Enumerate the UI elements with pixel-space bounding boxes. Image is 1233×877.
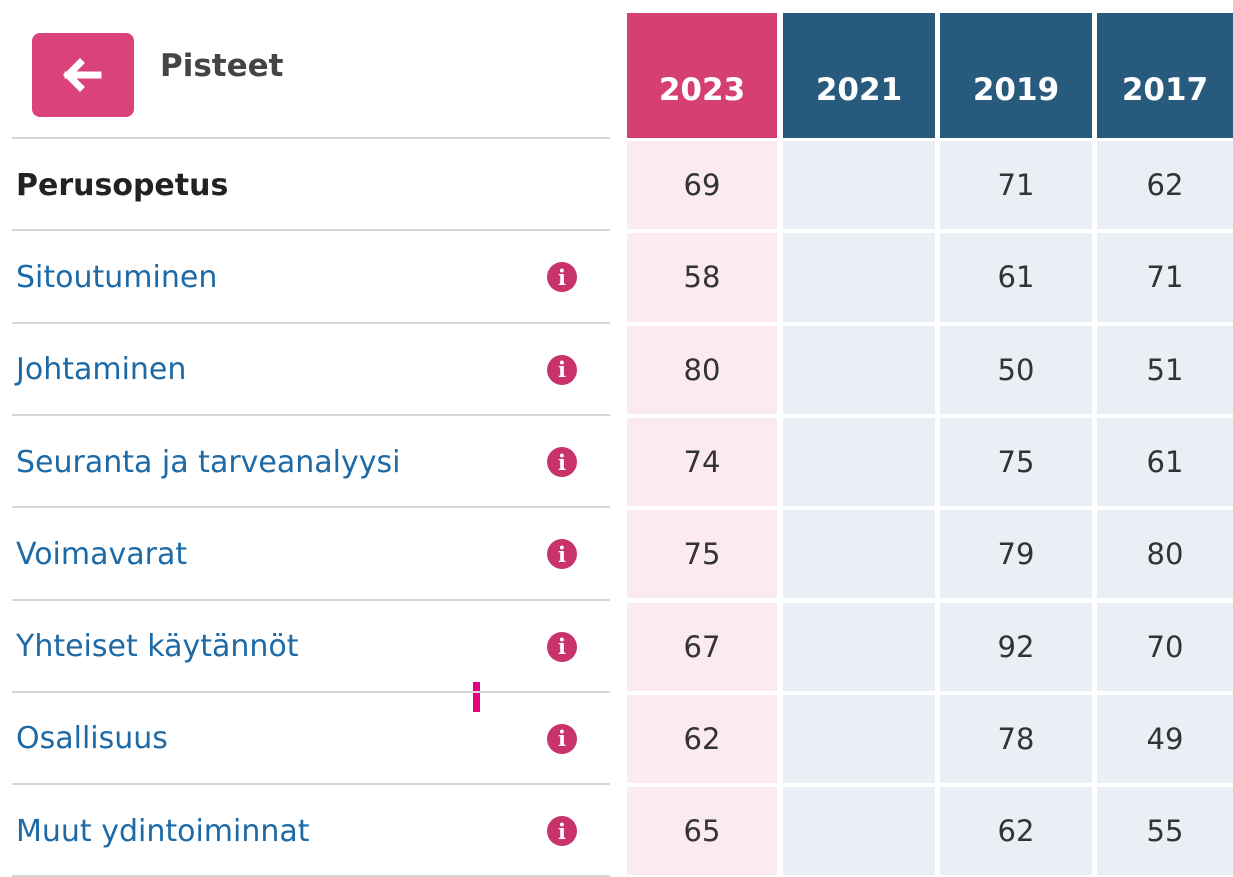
table-cell: 69: [627, 141, 777, 230]
table-cell: [783, 787, 935, 876]
table-cell: 71: [940, 141, 1092, 230]
row-label: Perusopetus: [16, 167, 229, 203]
table-cell: [783, 694, 935, 784]
table-cell: [783, 510, 935, 599]
table-cell: [783, 233, 935, 322]
table-cell: 78: [940, 694, 1092, 784]
row-separator: [12, 598, 610, 601]
table-cell: 79: [940, 510, 1092, 599]
row-label: Voimavarat: [16, 536, 188, 572]
table-cell: 67: [627, 602, 777, 691]
row-separator: [12, 413, 610, 416]
row-separator: [12, 783, 610, 786]
table-cell: 71: [1097, 233, 1233, 322]
table-cell: 61: [940, 233, 1092, 322]
table-cell: 74: [627, 417, 777, 507]
row-label: Sitoutuminen: [16, 259, 218, 295]
info-icon[interactable]: i: [547, 354, 577, 385]
info-icon[interactable]: i: [547, 631, 577, 662]
column-header: 2019: [940, 13, 1092, 138]
table-cell: 92: [940, 602, 1092, 691]
table-cell: 80: [627, 325, 777, 414]
table-cell: 62: [1097, 141, 1233, 230]
table-cell: 61: [1097, 417, 1233, 507]
column-header: 2021: [783, 13, 935, 138]
table-cell: 62: [627, 694, 777, 784]
table-cell: 80: [1097, 510, 1233, 599]
row-label: Muut ydintoiminnat: [16, 813, 310, 849]
info-icon[interactable]: i: [547, 447, 577, 478]
header-separator: [12, 137, 610, 139]
table-cell: [783, 325, 935, 414]
cursor-mark: [473, 682, 480, 712]
table-cell: [783, 417, 935, 507]
page-title: Pisteet: [160, 48, 284, 84]
column-header: 2023: [627, 13, 777, 138]
table-cell: 70: [1097, 602, 1233, 691]
info-icon[interactable]: i: [547, 262, 577, 293]
row-separator: [12, 690, 610, 693]
table-cell: 62: [940, 787, 1092, 876]
table-cell: 75: [627, 510, 777, 599]
table-cell: [783, 141, 935, 230]
table-cell: 51: [1097, 325, 1233, 414]
table-cell: 55: [1097, 787, 1233, 876]
table-cell: 75: [940, 417, 1092, 507]
info-icon[interactable]: i: [547, 539, 577, 570]
row-label: Seuranta ja tarveanalyysi: [16, 444, 401, 480]
row-separator: [12, 321, 610, 324]
back-button[interactable]: [32, 33, 134, 117]
table-cell: 65: [627, 787, 777, 876]
info-icon[interactable]: i: [547, 723, 577, 754]
table-cell: 50: [940, 325, 1092, 414]
row-separator: [12, 229, 610, 232]
info-icon[interactable]: i: [547, 816, 577, 847]
table-cell: 49: [1097, 694, 1233, 784]
row-separator: [12, 506, 610, 509]
row-label: Yhteiset käytännöt: [16, 629, 299, 665]
table-cell: [783, 602, 935, 691]
back-arrow: [63, 58, 102, 92]
row-label: Johtaminen: [16, 352, 187, 388]
row-label: Osallisuus: [16, 721, 168, 757]
table-cell: 58: [627, 233, 777, 322]
column-header: 2017: [1097, 13, 1233, 138]
